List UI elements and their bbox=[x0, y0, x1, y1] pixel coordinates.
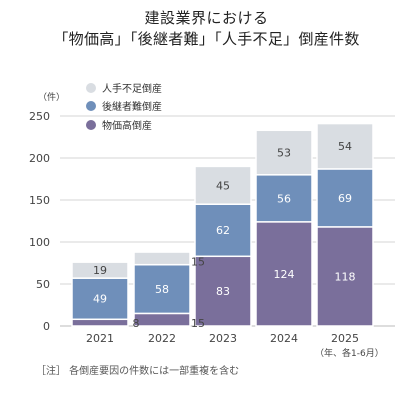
data-label: 118 bbox=[335, 270, 356, 283]
data-label: 56 bbox=[277, 192, 291, 205]
data-label: 54 bbox=[338, 140, 352, 153]
data-label: 8 bbox=[133, 317, 140, 330]
period-label: （年、各1-6月） bbox=[315, 349, 384, 359]
data-label: 58 bbox=[155, 283, 169, 296]
y-tick-label: 50 bbox=[36, 278, 50, 291]
y-tick-label: 100 bbox=[29, 236, 50, 249]
y-unit-label: （件） bbox=[38, 91, 65, 103]
legend-label: 後継者難倒産 bbox=[102, 100, 162, 113]
x-tick-label: 2025 bbox=[331, 332, 359, 345]
y-tick-label: 200 bbox=[29, 152, 50, 165]
bar-segment bbox=[133, 263, 191, 315]
bar-segment bbox=[133, 251, 191, 266]
data-label: 83 bbox=[216, 285, 230, 298]
bar-segment bbox=[194, 203, 252, 258]
bar-segment bbox=[316, 122, 374, 170]
bar-segment bbox=[133, 312, 191, 327]
bar-segment bbox=[316, 226, 374, 327]
legend-label: 物価高倒産 bbox=[102, 119, 152, 132]
x-tick-label: 2023 bbox=[209, 332, 237, 345]
bar-segment bbox=[255, 174, 313, 223]
chart-title-line-1: 建設業界における bbox=[144, 9, 269, 27]
data-label: 69 bbox=[338, 192, 352, 205]
data-label: 19 bbox=[93, 264, 107, 277]
bar-segment bbox=[71, 318, 129, 327]
bar-segment bbox=[255, 129, 313, 176]
bar-segment bbox=[71, 261, 129, 279]
legend-marker bbox=[86, 101, 96, 111]
legend-marker bbox=[86, 83, 96, 93]
x-tick-label: 2024 bbox=[270, 332, 298, 345]
bar-segment bbox=[194, 165, 252, 205]
data-label: 45 bbox=[216, 179, 230, 192]
data-label: 53 bbox=[277, 147, 291, 160]
bar-segment bbox=[316, 168, 374, 228]
bar-segment bbox=[71, 277, 129, 321]
data-label: 124 bbox=[274, 268, 295, 281]
y-tick-label: 150 bbox=[29, 194, 50, 207]
legend-marker bbox=[86, 120, 96, 130]
chart-title-line-2: 「物価高」「後継者難」「人手不足」倒産件数 bbox=[53, 30, 360, 48]
chart-title: 建設業界における 「物価高」「後継者難」「人手不足」倒産件数 bbox=[0, 8, 413, 50]
x-tick-label: 2021 bbox=[86, 332, 114, 345]
data-label: 15 bbox=[191, 256, 205, 269]
y-tick-label: 250 bbox=[29, 110, 50, 123]
data-label: 49 bbox=[93, 293, 107, 306]
x-tick-label: 2022 bbox=[148, 332, 176, 345]
legend-label: 人手不足倒産 bbox=[102, 82, 162, 95]
footnote: ［注］ 各倒産要因の件数には一部重複を含む bbox=[36, 366, 240, 377]
y-tick-label: 0 bbox=[43, 320, 50, 333]
data-label: 15 bbox=[191, 317, 205, 330]
data-label: 62 bbox=[216, 224, 230, 237]
